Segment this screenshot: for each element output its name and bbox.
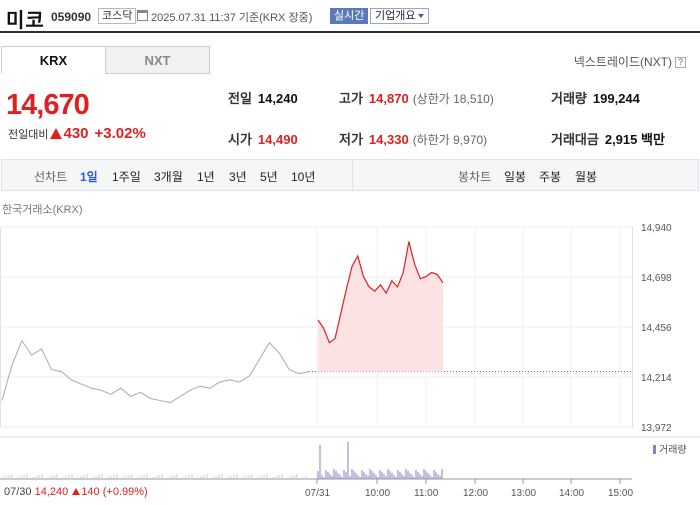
prev-change-pct: (+0.99%)	[102, 486, 148, 498]
volume-legend-swatch	[653, 445, 656, 454]
change-amount: 430	[63, 125, 89, 142]
y-tick-label: 13,972	[641, 423, 672, 434]
stock-header: 미코 059090 코스닥 2025.07.31 11:37 기준(KRX 장중…	[0, 0, 700, 33]
series-today	[317, 241, 444, 344]
chart-grid	[0, 226, 633, 428]
company-info-label: 기업개요	[375, 10, 416, 22]
prev-date: 07/30	[4, 486, 32, 498]
x-tick-label: 15:00	[608, 488, 633, 499]
period-3y[interactable]: 3년	[229, 170, 247, 184]
chart-series	[1, 241, 632, 404]
stock-code: 059090	[51, 10, 92, 24]
stat-low: 저가 14,330 (하한가 9,970)	[339, 132, 488, 147]
period-1y[interactable]: 1년	[197, 170, 215, 184]
change-label: 전일대비	[8, 129, 49, 141]
change-percent: +3.02%	[94, 125, 146, 142]
calendar-icon	[137, 10, 148, 21]
prev-change: 140	[81, 486, 100, 498]
x-tick-label: 13:00	[511, 488, 536, 499]
divider	[352, 160, 353, 190]
period-10y[interactable]: 10년	[291, 170, 316, 184]
tab-krx[interactable]: KRX	[1, 46, 106, 74]
period-1w[interactable]: 1주일	[112, 170, 141, 184]
stat-prev-close: 전일 14,240	[228, 91, 298, 106]
period-1d[interactable]: 1일	[80, 170, 98, 184]
company-info-dropdown[interactable]: 기업개요	[370, 8, 430, 24]
prev-close: 14,240	[34, 486, 69, 498]
series-today-area	[318, 241, 443, 372]
x-tick-label: 07/31	[305, 488, 330, 499]
x-tick-label: 12:00	[463, 488, 488, 499]
volume-legend: 거래량	[659, 444, 687, 456]
chart-source: 한국거래소(KRX)	[2, 204, 83, 216]
nextrade-link[interactable]: 넥스트레이드(NXT)?	[574, 53, 686, 70]
period-monthly[interactable]: 월봉	[575, 170, 598, 184]
chart-ticks: 14,940 14,698 14,456 14,214 13,972	[641, 223, 672, 434]
stat-volume: 거래량 199,244	[551, 91, 640, 106]
y-tick-label: 14,698	[641, 273, 672, 284]
chevron-down-icon	[418, 14, 425, 19]
period-bar: 선차트 1일 1주일 3개월 1년 3년 5년 10년 봉차트 일봉 주봉 월봉	[1, 159, 699, 191]
prev-day-summary: 07/30 14,240 140 (+0.99%)	[4, 486, 148, 498]
stat-high: 고가 14,870 (상한가 18,510)	[339, 91, 494, 106]
period-daily[interactable]: 일봉	[504, 170, 527, 184]
period-5y[interactable]: 5년	[260, 170, 278, 184]
nextrade-label: 넥스트레이드(NXT)	[573, 55, 672, 69]
x-ticks: 07/31 10:00 11:00 12:00 13:00 14:00 15:00	[305, 479, 633, 499]
up-triangle-icon	[50, 128, 63, 139]
help-icon[interactable]: ?	[675, 57, 686, 69]
line-chart-label: 선차트	[34, 170, 68, 184]
current-price: 14,670	[6, 89, 90, 121]
x-tick-label: 11:00	[414, 488, 439, 499]
series-previous-day	[1, 339, 310, 404]
stock-name: 미코	[6, 10, 45, 32]
period-3m[interactable]: 3개월	[154, 170, 183, 184]
volume-bars	[0, 436, 700, 480]
timestamp: 2025.07.31 11:37 기준(KRX 장중)	[151, 12, 313, 24]
up-triangle-icon	[72, 488, 81, 495]
y-tick-label: 14,940	[641, 223, 672, 234]
price-change: 전일대비 430 +3.02%	[8, 125, 146, 142]
y-tick-label: 14,214	[641, 373, 672, 384]
period-weekly[interactable]: 주봉	[539, 170, 562, 184]
y-tick-label: 14,456	[641, 323, 672, 334]
x-tick-label: 10:00	[365, 488, 390, 499]
tab-nxt[interactable]: NXT	[105, 46, 210, 74]
market-badge: 코스닥	[98, 8, 137, 24]
x-tick-label: 14:00	[559, 488, 584, 499]
stat-open: 시가 14,490	[228, 132, 298, 147]
stat-amount: 거래대금 2,915 백만	[551, 132, 665, 147]
realtime-button[interactable]: 실시간	[330, 8, 369, 24]
candle-chart-label: 봉차트	[458, 170, 492, 184]
